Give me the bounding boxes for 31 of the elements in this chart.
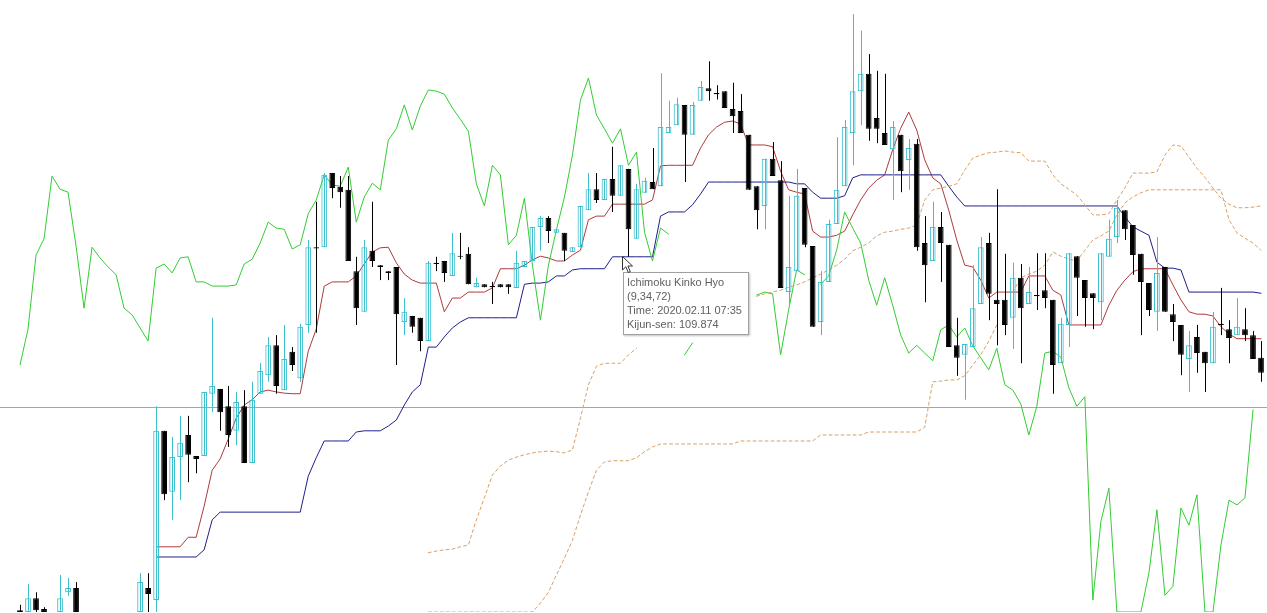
candlestick (881, 73, 888, 146)
candlestick (1250, 330, 1256, 360)
candlestick (217, 388, 224, 432)
candlestick (921, 215, 928, 303)
candlestick (1258, 340, 1264, 383)
candlestick (185, 415, 192, 483)
candlestick (33, 591, 39, 613)
candlestick (953, 317, 960, 377)
candlestick (1089, 292, 1096, 330)
candlestick (1226, 319, 1232, 364)
candlestick (577, 205, 584, 248)
candlestick (937, 211, 944, 283)
candlestick (873, 70, 880, 144)
candlestick (289, 346, 296, 372)
candlestick (1001, 253, 1008, 336)
candlestick (1242, 307, 1248, 342)
candlestick (1202, 351, 1208, 393)
candlestick (1122, 209, 1128, 241)
candlestick (337, 175, 344, 209)
candlestick (73, 581, 79, 613)
candlestick (1194, 324, 1200, 374)
candlestick (1081, 279, 1088, 328)
candlestick (1073, 255, 1080, 317)
candlestick (145, 572, 151, 613)
candlestick (993, 188, 1000, 346)
candlestick (329, 172, 336, 199)
candlestick (417, 317, 424, 352)
annotation: Ichimoku Kinko Hyo (9,34,72) Time: 2020.02.11 07:35 Kijun-sen: 109.874 (623, 272, 749, 335)
candlestick (1170, 303, 1176, 342)
candlestick (369, 201, 376, 268)
candlestick (1041, 252, 1048, 309)
